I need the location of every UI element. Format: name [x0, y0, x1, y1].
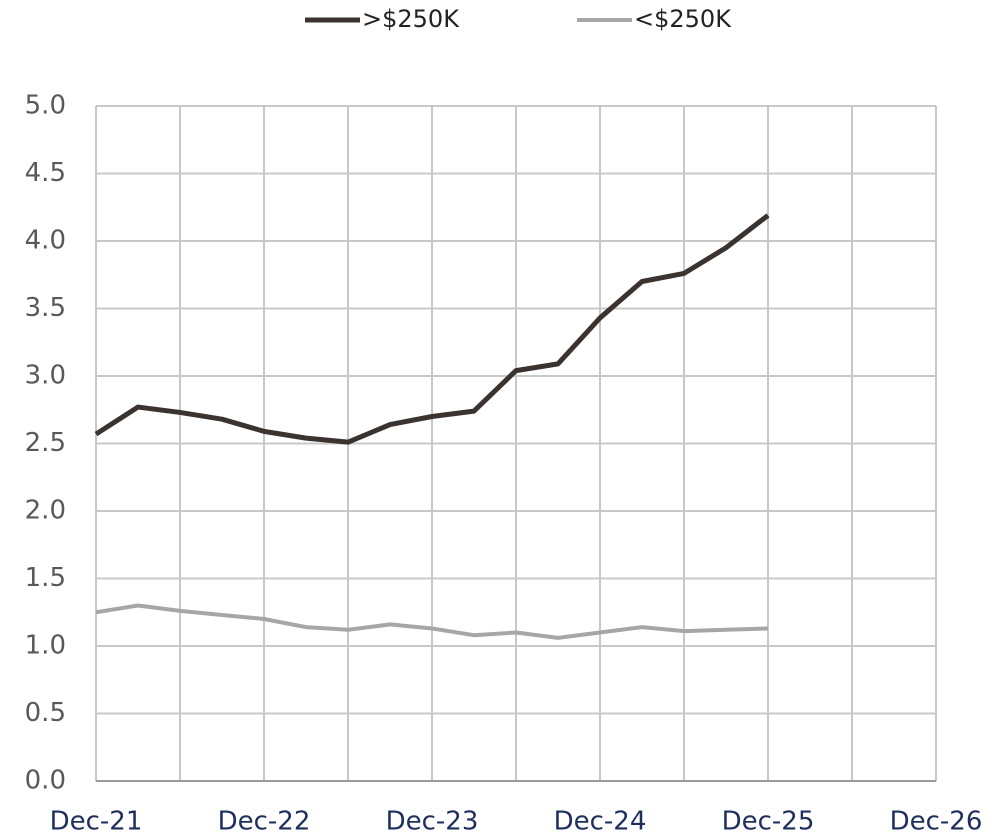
y-tick-label: 1.0 [25, 631, 66, 661]
x-tick-label: Dec-24 [554, 807, 647, 836]
x-tick-label: Dec-21 [50, 807, 143, 836]
x-tick-label: Dec-23 [386, 807, 479, 836]
y-tick-label: 4.0 [25, 226, 66, 256]
y-tick-label: 1.5 [25, 563, 66, 593]
y-tick-label: 3.0 [25, 361, 66, 391]
x-tick-label: Dec-22 [218, 807, 311, 836]
x-tick-label: Dec-25 [722, 807, 815, 836]
y-tick-label: 2.5 [25, 428, 66, 458]
series-line [94, 213, 770, 445]
x-tick-label: Dec-26 [890, 807, 983, 836]
y-tick-label: 3.5 [25, 293, 66, 323]
y-tick-label: 2.0 [25, 496, 66, 526]
y-tick-label: 0.0 [25, 766, 66, 796]
y-tick-label: 5.0 [25, 91, 66, 121]
y-tick-label: 4.5 [25, 158, 66, 188]
series-line [95, 603, 769, 640]
legend-label: >$250K [362, 5, 460, 33]
legend-label: <$250K [634, 5, 732, 33]
y-tick-label: 0.5 [25, 698, 66, 728]
